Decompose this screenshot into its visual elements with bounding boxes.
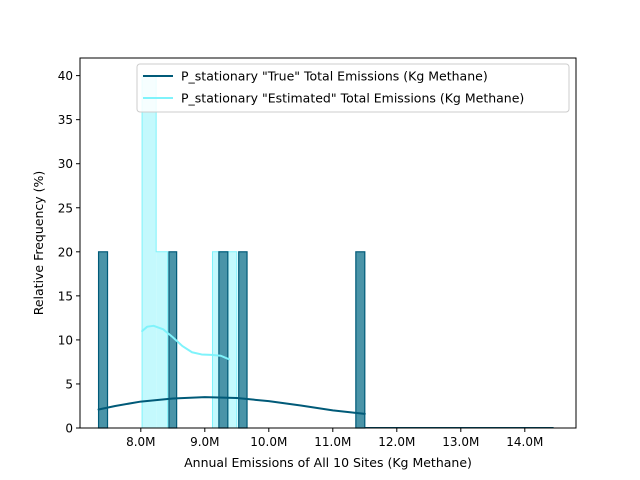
histogram-bars [97,75,554,429]
y-axis: 0 5 10 15 20 25 30 35 40 [58,69,80,436]
y-axis-label: Relative Frequency (%) [31,171,46,316]
y-tick-label: 40 [58,69,73,83]
estimated-bar [142,75,157,428]
y-tick-label: 35 [58,113,73,127]
true-bar [218,251,229,429]
kde-curves [97,324,366,415]
y-tick-label: 5 [65,377,73,391]
x-tick-label: 9.0M [190,435,219,449]
x-tick-label: 8.0M [126,435,155,449]
x-tick-label: 12.0M [378,435,415,449]
y-tick-label: 30 [58,157,73,171]
y-tick-label: 15 [58,289,73,303]
estimated-bar [156,251,168,428]
plot-frame [79,57,577,429]
y-tick-label: 25 [58,201,73,215]
legend-label-true: P_stationary "True" Total Emissions (Kg … [181,69,488,84]
legend: P_stationary "True" Total Emissions (Kg … [136,63,570,113]
x-axis-label: Annual Emissions of All 10 Sites (Kg Met… [184,455,472,470]
true-bar [97,251,109,429]
y-tick-label: 20 [58,245,73,259]
x-tick-label: 13.0M [442,435,479,449]
true-bar [355,251,366,429]
true-bar [238,251,248,429]
legend-label-estimated: P_stationary "Estimated" Total Emissions… [181,91,524,106]
y-tick-label: 0 [65,422,73,436]
x-axis: 8.0M 9.0M 10.0M 11.0M 12.0M 13.0M 14.0M [126,428,543,449]
x-tick-label: 10.0M [250,435,287,449]
estimated-kde-line [141,324,231,361]
true-kde-line [97,396,366,415]
x-tick-label: 14.0M [506,435,543,449]
x-tick-label: 11.0M [314,435,351,449]
legend-frame [136,63,570,113]
y-tick-label: 10 [58,333,73,347]
